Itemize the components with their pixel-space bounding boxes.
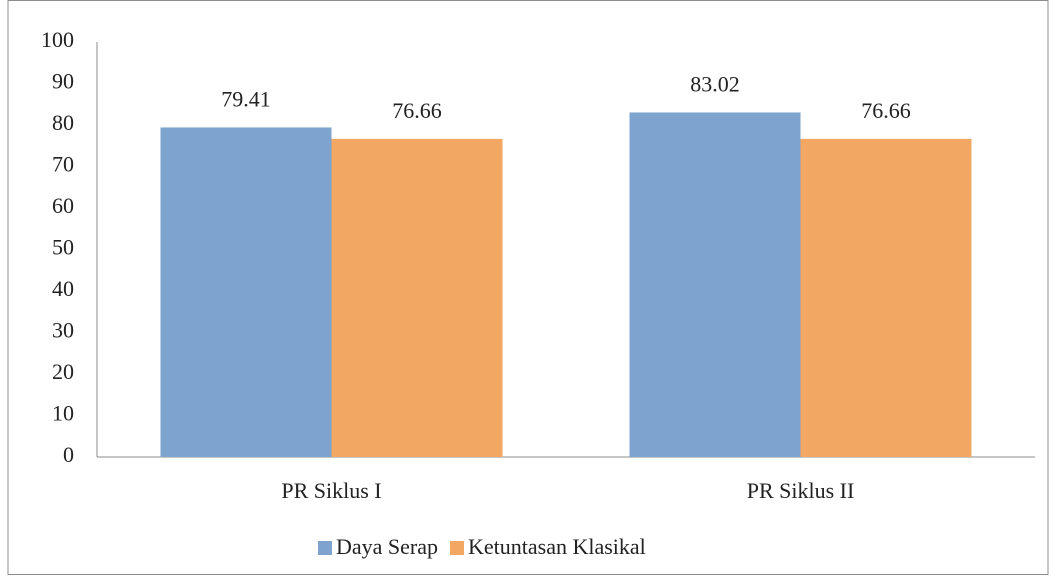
value-label: 79.41 bbox=[221, 86, 271, 111]
y-tick-label: 100 bbox=[41, 27, 74, 52]
x-tick-label: PR Siklus I bbox=[281, 478, 381, 503]
bar bbox=[160, 127, 332, 458]
bar bbox=[331, 138, 503, 457]
y-tick-label: 90 bbox=[52, 69, 74, 94]
bar bbox=[800, 138, 972, 457]
y-tick-label: 0 bbox=[63, 442, 74, 467]
y-tick-label: 70 bbox=[52, 152, 74, 177]
legend-label: Daya Serap bbox=[336, 534, 438, 559]
y-tick-label: 40 bbox=[52, 276, 74, 301]
y-tick-label: 10 bbox=[52, 401, 74, 426]
value-label: 76.66 bbox=[392, 98, 442, 123]
bar bbox=[629, 112, 801, 457]
legend-swatch bbox=[318, 541, 332, 555]
value-label: 83.02 bbox=[690, 72, 740, 97]
legend-swatch bbox=[450, 541, 465, 555]
y-tick-label: 50 bbox=[52, 235, 74, 260]
chart-border bbox=[7, 0, 1049, 575]
y-tick-label: 80 bbox=[52, 110, 74, 135]
y-tick-label: 30 bbox=[52, 318, 74, 343]
value-label: 76.66 bbox=[861, 98, 911, 123]
legend-label: Ketuntasan Klasikal bbox=[468, 534, 646, 559]
y-tick-label: 20 bbox=[52, 359, 74, 384]
x-tick-label: PR Siklus II bbox=[747, 478, 855, 503]
y-tick-label: 60 bbox=[52, 193, 74, 218]
